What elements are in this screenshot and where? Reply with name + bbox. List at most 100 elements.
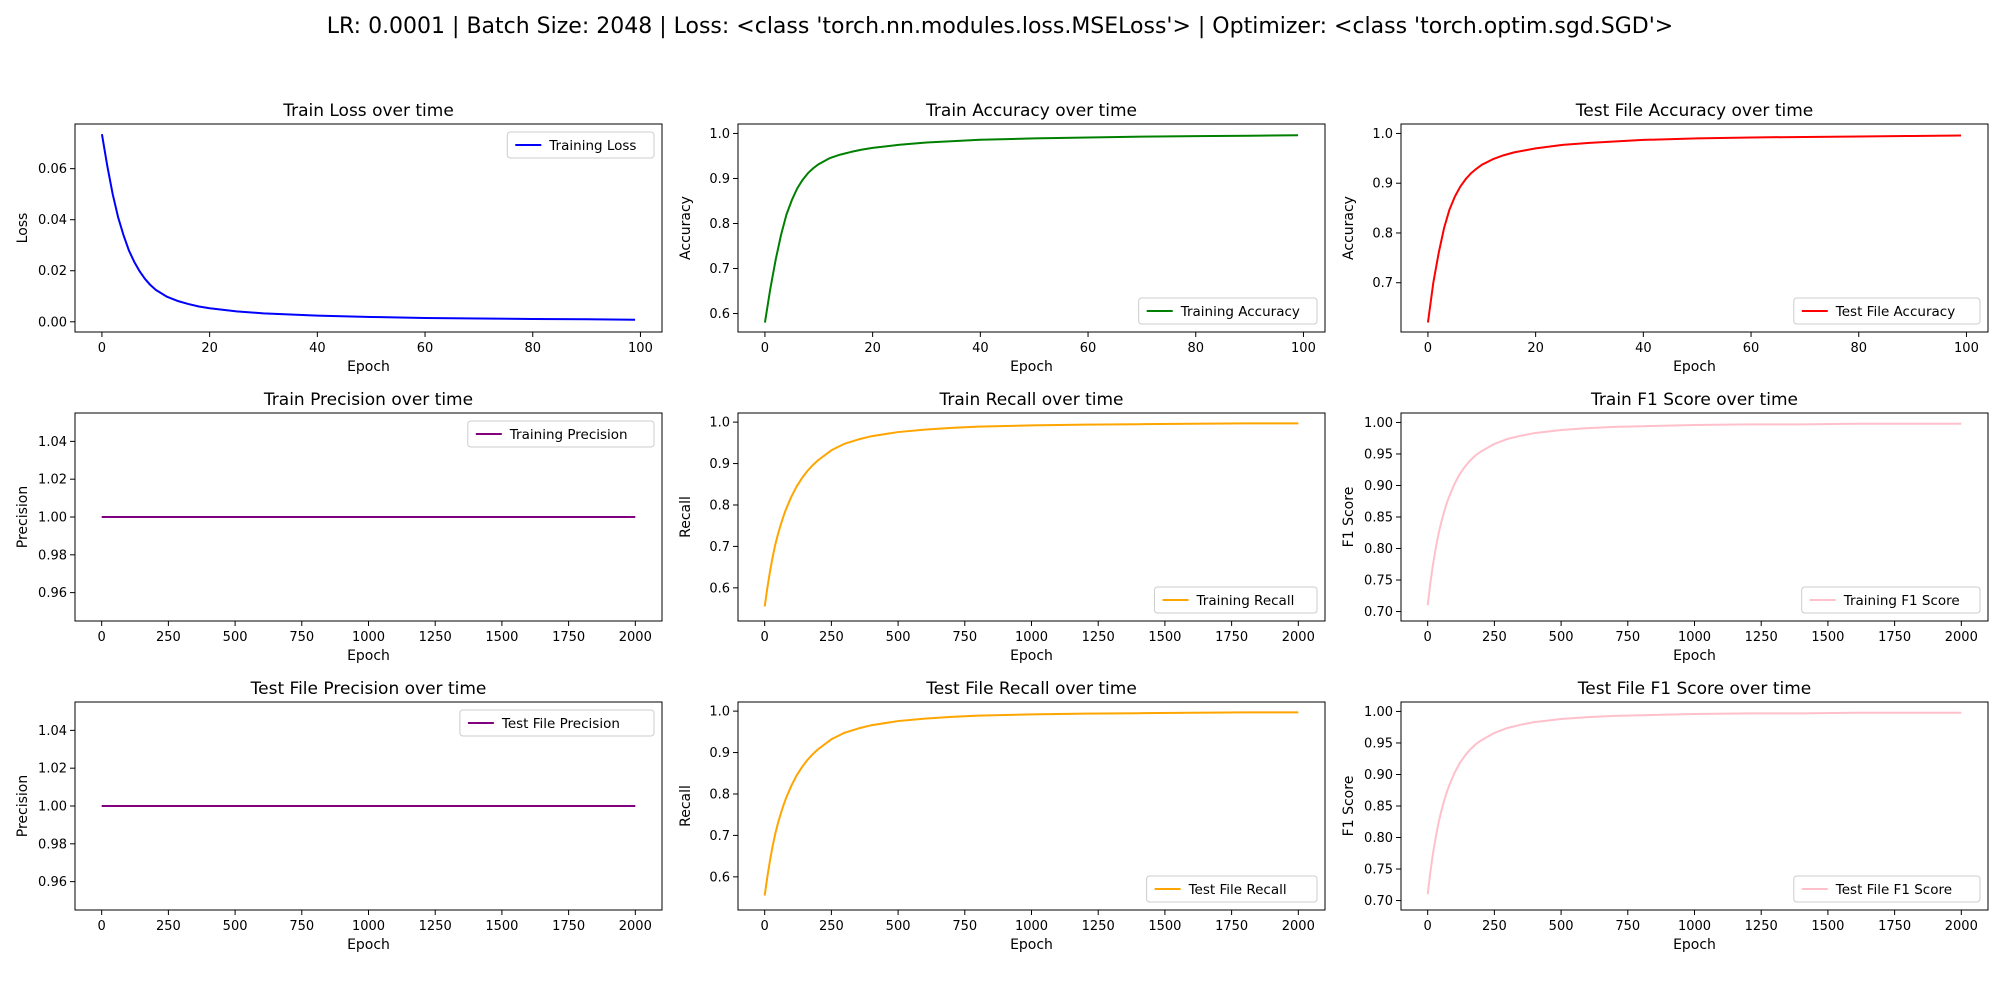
- x-tick-label: 0: [1424, 341, 1432, 356]
- x-tick-label: 2000: [1945, 919, 1978, 934]
- x-tick-label: 1500: [485, 919, 518, 934]
- legend-label: Test File F1 Score: [1835, 882, 1952, 898]
- x-axis-label: Epoch: [347, 359, 390, 375]
- x-tick-label: 1750: [1215, 919, 1248, 934]
- x-tick-label: 1250: [1745, 630, 1778, 645]
- x-tick-label: 1000: [352, 919, 385, 934]
- x-tick-label: 2000: [1282, 630, 1315, 645]
- y-tick-label: 1.02: [38, 473, 67, 488]
- y-tick-label: 0.85: [1364, 511, 1393, 526]
- x-tick-label: 0: [1424, 630, 1432, 645]
- x-tick-label: 0: [98, 919, 106, 934]
- x-tick-label: 1000: [352, 630, 385, 645]
- subplot-title: Test File Precision over time: [250, 679, 487, 699]
- x-tick-label: 750: [1615, 919, 1640, 934]
- subplot-title: Test File Recall over time: [925, 679, 1137, 699]
- x-tick-label: 250: [819, 919, 844, 934]
- subplot-title: Train Precision over time: [263, 390, 473, 410]
- x-tick-label: 750: [289, 630, 314, 645]
- x-tick-label: 0: [761, 919, 769, 934]
- y-tick-label: 0.70: [1364, 605, 1393, 620]
- y-tick-label: 1.00: [38, 800, 67, 815]
- x-axis-label: Epoch: [1673, 648, 1716, 664]
- series-line: [1428, 135, 1961, 322]
- subplot-title: Train Loss over time: [282, 101, 454, 121]
- legend: Training Precision: [468, 421, 654, 447]
- subplot-4: Train Precision over time 0 250 500 750 1000 1…: [15, 390, 662, 664]
- subplot-2: Train Accuracy over time0 20 40 60 80 1000.60…: [678, 101, 1325, 375]
- x-tick-label: 750: [1615, 630, 1640, 645]
- y-tick-label: 1.00: [38, 511, 67, 526]
- x-tick-label: 1750: [552, 919, 585, 934]
- x-tick-label: 1500: [1811, 630, 1844, 645]
- x-tick-label: 250: [156, 630, 181, 645]
- y-tick-label: 0.7: [709, 262, 730, 277]
- subplot-title: Test File Accuracy over time: [1575, 101, 1813, 121]
- legend: Training Loss: [507, 132, 654, 158]
- x-axis-label: Epoch: [1673, 937, 1716, 953]
- x-tick-label: 500: [223, 919, 248, 934]
- legend: Training Accuracy: [1139, 298, 1317, 324]
- y-axis-label: Precision: [15, 775, 31, 837]
- y-tick-label: 1.04: [38, 724, 67, 739]
- x-tick-label: 40: [1635, 341, 1652, 356]
- y-axis-label: Recall: [678, 496, 694, 538]
- series-line: [765, 135, 1298, 322]
- y-axis-label: F1 Score: [1341, 776, 1357, 837]
- legend: Test File Accuracy: [1794, 298, 1980, 324]
- y-axis-label: Recall: [678, 785, 694, 827]
- subplot-title: Train Accuracy over time: [925, 101, 1137, 121]
- y-axis-label: Accuracy: [678, 196, 694, 260]
- series-line: [102, 134, 635, 320]
- subplot-3: Test File Accuracy over time 0 20 40 60 80 100…: [1341, 101, 1988, 375]
- y-tick-label: 0.80: [1364, 542, 1393, 557]
- y-tick-label: 0.98: [38, 837, 67, 852]
- x-tick-label: 1250: [1082, 630, 1115, 645]
- x-tick-label: 0: [761, 630, 769, 645]
- x-tick-label: 2000: [1282, 919, 1315, 934]
- x-tick-label: 0: [98, 630, 106, 645]
- series-line: [765, 423, 1299, 606]
- subplot-5: Train Recall over time 0 250 500 750 1000 1250…: [678, 390, 1325, 664]
- y-tick-label: 0.6: [709, 307, 730, 322]
- x-tick-label: 1250: [1745, 919, 1778, 934]
- x-tick-label: 1000: [1015, 919, 1048, 934]
- y-tick-label: 0.9: [709, 172, 730, 187]
- x-tick-label: 1750: [1878, 919, 1911, 934]
- y-tick-label: 0.6: [709, 581, 730, 596]
- x-tick-label: 1750: [1878, 630, 1911, 645]
- legend: Test File Recall: [1147, 876, 1317, 902]
- y-tick-label: 0.75: [1364, 574, 1393, 589]
- series-line: [1428, 713, 1962, 895]
- legend-label: Test File Accuracy: [1835, 304, 1955, 320]
- subplot-9: Test File F1 Score over time0 250 500 750 10…: [1341, 679, 1988, 953]
- y-tick-label: 0.7: [709, 829, 730, 844]
- legend-label: Training Loss: [548, 138, 636, 154]
- y-axis-label: Precision: [15, 486, 31, 548]
- x-tick-label: 60: [1080, 341, 1097, 356]
- x-tick-label: 20: [1527, 341, 1544, 356]
- subplot-6: Train F1 Score over time 0 250 500 750 1000 12…: [1341, 390, 1988, 664]
- x-tick-label: 2000: [619, 630, 652, 645]
- y-tick-label: 0.7: [1372, 276, 1393, 291]
- x-tick-label: 250: [156, 919, 181, 934]
- y-tick-label: 1.0: [709, 705, 730, 720]
- x-tick-label: 80: [1187, 341, 1204, 356]
- legend: Test File F1 Score: [1794, 876, 1980, 902]
- y-tick-label: 0.06: [38, 162, 67, 177]
- series-line: [765, 712, 1299, 895]
- x-tick-label: 40: [309, 341, 326, 356]
- subplot-7: Test File Precision over time0 250 500 750 1…: [15, 679, 662, 953]
- x-tick-label: 500: [1549, 630, 1574, 645]
- subplot-8: Test File Recall over time 0 250 500 750 1000…: [678, 679, 1325, 953]
- y-tick-label: 0.04: [38, 213, 67, 228]
- x-tick-label: 500: [223, 630, 248, 645]
- y-tick-label: 0.85: [1364, 800, 1393, 815]
- subplot-title: Train F1 Score over time: [1590, 390, 1798, 410]
- x-tick-label: 100: [1954, 341, 1979, 356]
- y-tick-label: 0.95: [1364, 736, 1393, 751]
- x-tick-label: 250: [1482, 919, 1507, 934]
- y-tick-label: 0.9: [709, 457, 730, 472]
- x-tick-label: 250: [819, 630, 844, 645]
